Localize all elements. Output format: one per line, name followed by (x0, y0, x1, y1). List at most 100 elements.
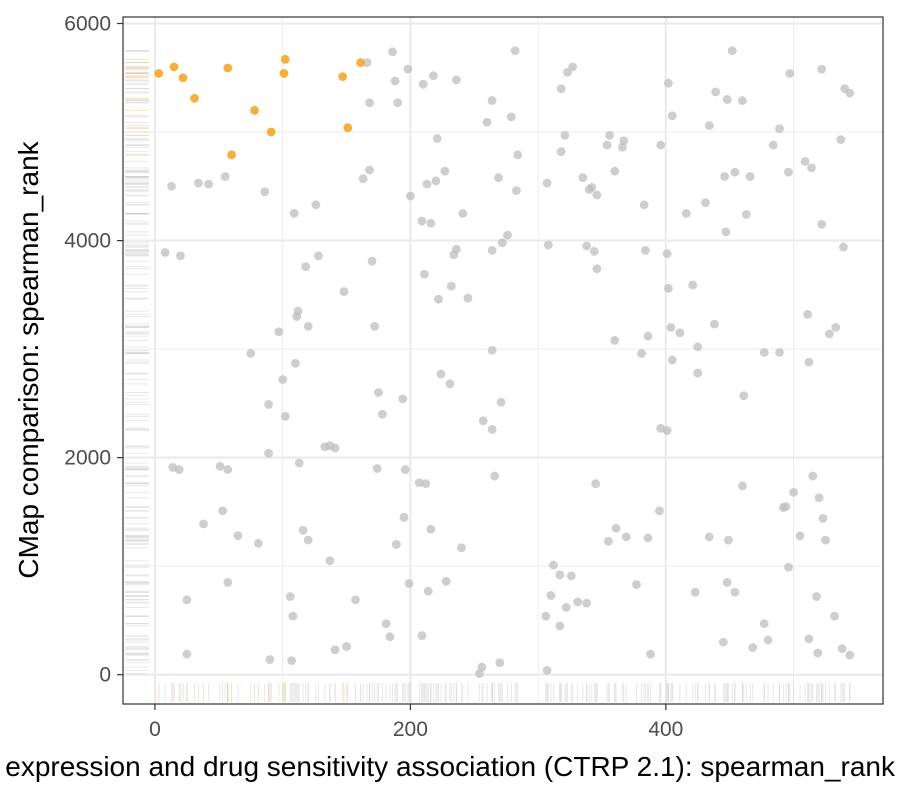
data-point (592, 264, 601, 273)
data-point (264, 400, 273, 409)
data-point (388, 47, 397, 56)
data-point (817, 220, 826, 229)
data-point (746, 172, 755, 181)
data-point (495, 658, 504, 667)
data-point (497, 398, 506, 407)
data-point (218, 506, 227, 515)
data-point (365, 98, 374, 107)
x-tick-label: 0 (149, 718, 161, 741)
data-point (555, 621, 564, 630)
data-point (331, 443, 340, 452)
data-point (424, 587, 433, 596)
data-point (403, 65, 412, 74)
data-point (721, 227, 730, 236)
highlighted-point (338, 72, 347, 81)
data-point (340, 287, 349, 296)
data-point (748, 643, 757, 652)
data-point (839, 243, 848, 252)
data-point (351, 595, 360, 604)
data-point (582, 242, 591, 251)
data-point (167, 182, 176, 191)
data-point (836, 135, 845, 144)
data-point (299, 526, 308, 535)
y-axis-title: CMap comparison: spearman_rank (13, 140, 44, 578)
data-point (760, 348, 769, 357)
data-point (801, 157, 810, 166)
data-point (507, 112, 516, 121)
data-point (728, 46, 737, 55)
data-point (663, 249, 672, 258)
data-point (720, 172, 729, 181)
data-point (637, 349, 646, 358)
data-point (423, 180, 432, 189)
data-point (813, 649, 822, 658)
data-point (432, 176, 441, 185)
data-point (194, 179, 203, 188)
data-point (710, 320, 719, 329)
data-point (784, 168, 793, 177)
data-point (392, 540, 401, 549)
data-point (807, 163, 816, 172)
data-point (391, 77, 400, 86)
data-point (281, 412, 290, 421)
data-point (825, 330, 834, 339)
data-point (286, 592, 295, 601)
data-point (182, 650, 191, 659)
data-point (668, 111, 677, 120)
data-point (644, 332, 653, 341)
data-point (314, 251, 323, 260)
data-point (475, 669, 484, 678)
highlighted-point (223, 64, 232, 73)
data-point (457, 543, 466, 552)
data-point (730, 168, 739, 177)
highlighted-point (227, 150, 236, 159)
data-point (370, 322, 379, 331)
data-point (644, 534, 653, 543)
data-point (812, 592, 821, 601)
data-point (590, 247, 599, 256)
data-point (288, 612, 297, 621)
data-point (221, 172, 230, 181)
data-point (582, 599, 591, 608)
data-point (691, 588, 700, 597)
data-point (845, 89, 854, 98)
data-point (619, 136, 628, 145)
data-point (641, 246, 650, 255)
data-point (605, 131, 614, 140)
data-point (541, 612, 550, 621)
data-point (682, 209, 691, 218)
data-point (433, 134, 442, 143)
data-point (585, 185, 594, 194)
data-point (513, 150, 522, 159)
data-point (808, 472, 817, 481)
x-axis-title: Gene expression and drug sensitivity ass… (0, 751, 896, 782)
data-point (789, 488, 798, 497)
data-point (512, 186, 521, 195)
data-point (406, 192, 415, 201)
data-point (557, 84, 566, 93)
data-point (667, 323, 676, 332)
data-point (204, 180, 213, 189)
data-point (405, 579, 414, 588)
data-point (775, 124, 784, 133)
data-point (760, 619, 769, 628)
data-point (182, 595, 191, 604)
x-tick-label: 400 (648, 718, 683, 741)
data-point (775, 348, 784, 357)
data-point (421, 479, 430, 488)
data-point (393, 98, 402, 107)
data-point (838, 644, 847, 653)
data-point (567, 572, 576, 581)
data-point (420, 270, 429, 279)
data-point (488, 246, 497, 255)
data-point (326, 556, 335, 565)
data-point (723, 578, 732, 587)
data-point (784, 563, 793, 572)
data-point (199, 519, 208, 528)
data-point (378, 410, 387, 419)
data-point (831, 323, 840, 332)
data-point (612, 524, 621, 533)
data-point (688, 281, 697, 290)
data-point (463, 294, 472, 303)
data-point (546, 591, 555, 600)
